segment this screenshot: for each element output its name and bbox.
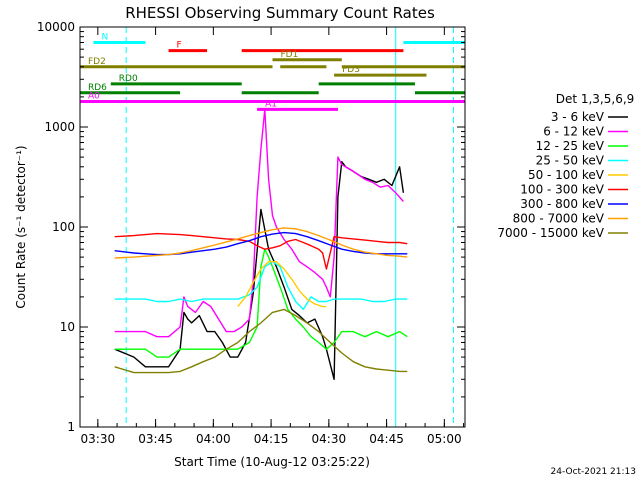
y-axis-label: Count Rate (s⁻¹ detector⁻¹)	[14, 145, 28, 308]
legend-label-5: 100 - 300 keV	[520, 183, 604, 197]
legend-label-3: 25 - 50 keV	[536, 154, 605, 168]
legend-title: Det 1,3,5,6,9	[556, 92, 635, 106]
x-tick-label-1: 03:45	[138, 432, 173, 446]
series-line-8	[114, 308, 408, 374]
legend-label-7: 800 - 7000 keV	[513, 212, 605, 226]
x-tick-label-3: 04:15	[254, 432, 289, 446]
y-tick-label-2: 100	[52, 220, 75, 234]
legend-label-2: 12 - 25 keV	[536, 139, 605, 153]
legend-label-1: 6 - 12 keV	[543, 125, 605, 139]
flag-fd3-label: FD3	[342, 65, 360, 75]
series-line-3	[114, 261, 408, 311]
legend-label-8: 7000 - 15000 keV	[497, 226, 604, 240]
y-tick-label-4: 10000	[37, 20, 75, 34]
y-tick-label-0: 1	[67, 420, 75, 434]
chart-title: RHESSI Observing Summary Count Rates	[125, 4, 435, 22]
x-axis-label: Start Time (10-Aug-12 03:25:22)	[174, 455, 370, 469]
flag-a0-label: A0	[88, 91, 100, 101]
flag-fd1-label: FD1	[281, 50, 299, 60]
flag-rd0-label: RD0	[119, 74, 138, 84]
series-line-1	[114, 108, 404, 338]
series-line-4	[237, 261, 327, 308]
legend-label-0: 3 - 6 keV	[551, 110, 605, 124]
x-tick-label-0: 03:30	[81, 432, 116, 446]
y-tick-label-1: 10	[60, 320, 75, 334]
legend-label-4: 50 - 100 keV	[528, 168, 605, 182]
x-tick-label-6: 05:00	[427, 432, 462, 446]
axis-layer: 03:30 03:45 04:00 04:15 04:30 04:45 05:00 1 10 10…	[37, 20, 465, 446]
flag-rd6-label: RD6	[88, 83, 107, 93]
flag-f-label: F	[177, 41, 182, 51]
series-line-5	[114, 232, 408, 270]
flag-fd2-label: FD2	[88, 57, 106, 67]
flag-a1-label: A1	[265, 99, 277, 109]
y-tick-label-3: 1000	[44, 120, 75, 134]
flag-n-label: N	[101, 32, 108, 42]
legend-label-6: 300 - 800 keV	[520, 197, 604, 211]
footer-timestamp: 24-Oct-2021 21:13	[551, 467, 636, 477]
series-line-7	[114, 227, 408, 259]
x-tick-label-5: 04:45	[369, 432, 404, 446]
x-tick-label-4: 04:30	[312, 432, 347, 446]
x-tick-label-2: 04:00	[196, 432, 231, 446]
